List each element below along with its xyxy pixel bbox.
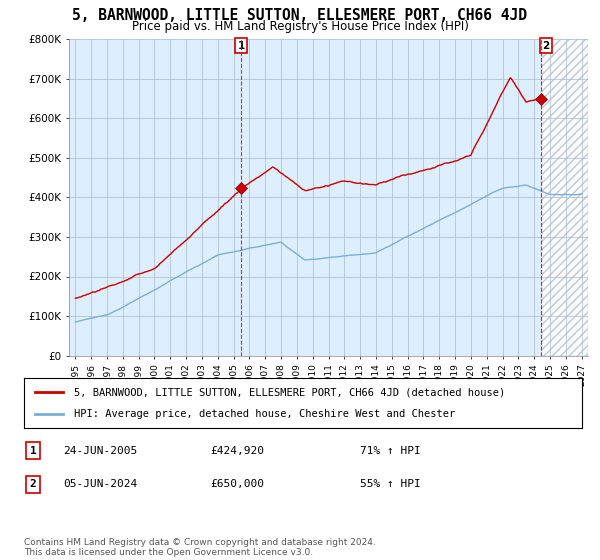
Text: Price paid vs. HM Land Registry's House Price Index (HPI): Price paid vs. HM Land Registry's House … xyxy=(131,20,469,32)
Text: 2: 2 xyxy=(29,479,37,489)
Text: 1: 1 xyxy=(238,41,245,51)
Text: 05-JUN-2024: 05-JUN-2024 xyxy=(63,479,137,489)
Text: 1: 1 xyxy=(29,446,37,456)
Text: 55% ↑ HPI: 55% ↑ HPI xyxy=(360,479,421,489)
Text: HPI: Average price, detached house, Cheshire West and Chester: HPI: Average price, detached house, Ches… xyxy=(74,409,455,419)
Text: 5, BARNWOOD, LITTLE SUTTON, ELLESMERE PORT, CH66 4JD (detached house): 5, BARNWOOD, LITTLE SUTTON, ELLESMERE PO… xyxy=(74,387,505,397)
Text: 2: 2 xyxy=(542,41,550,51)
Text: 5, BARNWOOD, LITTLE SUTTON, ELLESMERE PORT, CH66 4JD: 5, BARNWOOD, LITTLE SUTTON, ELLESMERE PO… xyxy=(73,8,527,24)
Text: 24-JUN-2005: 24-JUN-2005 xyxy=(63,446,137,456)
Text: £650,000: £650,000 xyxy=(210,479,264,489)
Text: Contains HM Land Registry data © Crown copyright and database right 2024.
This d: Contains HM Land Registry data © Crown c… xyxy=(24,538,376,557)
Text: £424,920: £424,920 xyxy=(210,446,264,456)
Text: 71% ↑ HPI: 71% ↑ HPI xyxy=(360,446,421,456)
